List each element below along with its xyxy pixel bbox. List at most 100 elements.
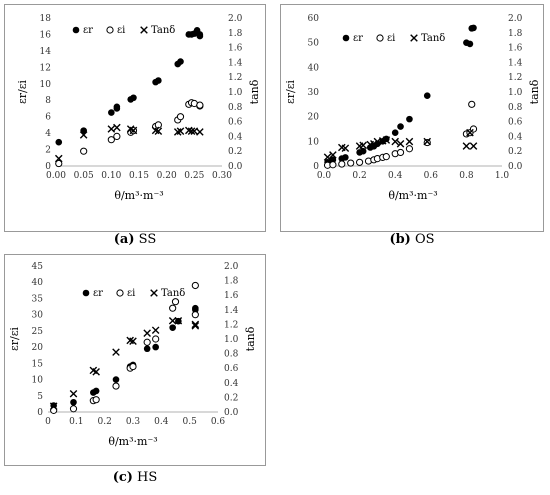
y2-tick-label: 0.0 (224, 408, 239, 418)
tand-point (469, 142, 478, 150)
y-tick-label: 0 (313, 162, 319, 172)
y2-tick-label: 1.2 (224, 320, 238, 330)
tand-point (112, 348, 120, 356)
y2-tick-label: 0.2 (224, 393, 238, 403)
legend-marker (116, 289, 124, 297)
tand-point (92, 368, 100, 376)
y2-axis-title: tanδ (528, 79, 541, 104)
y-tick-label: 10 (308, 137, 320, 147)
ei-point (129, 362, 137, 371)
chart-ss: 0.00 0.05 0.10 0.15 0.20 0.25 0.30 0 2 4 6 8 10 12 14 1… (16, 14, 261, 202)
tand-point (466, 128, 474, 137)
caption-ss: (a) SS (4, 232, 266, 247)
tand-point (323, 153, 332, 161)
y2-tick-label: 0.4 (224, 379, 239, 389)
tand-point (405, 137, 414, 146)
x-tick-label: 0.6 (211, 417, 226, 427)
ei-point (347, 159, 355, 167)
legend-label: Tanδ (151, 25, 175, 36)
y2-tick-label: 0.0 (508, 162, 523, 172)
legend-label: Tanδ (161, 288, 185, 299)
y2-axis-title: tanδ (248, 79, 261, 104)
er-point (108, 109, 115, 116)
y-tick-label: 4 (45, 129, 51, 139)
tand-point (79, 131, 88, 139)
ei-point (50, 406, 58, 414)
tand-point (107, 125, 116, 133)
legend-label: εr (353, 33, 363, 44)
ei-point (107, 136, 115, 144)
panel-frame (4, 254, 266, 466)
y2-axis-title: tanδ (244, 326, 257, 351)
tand-point (129, 337, 137, 345)
x-tick-label: 0.30 (212, 171, 232, 181)
tand-point (151, 326, 160, 335)
x-tick-label: 0.4 (154, 417, 169, 427)
y-tick-label: 40 (32, 278, 44, 288)
er-point (169, 324, 176, 331)
y-tick-label: 35 (32, 294, 44, 304)
tand-point (49, 402, 58, 410)
er-point (470, 24, 477, 32)
x-tick-label: 0.8 (459, 171, 474, 181)
y-tick-label: 6 (45, 113, 51, 123)
ei-point (176, 113, 185, 121)
x-tick-label: 1.0 (495, 171, 510, 181)
y-tick-label: 15 (32, 359, 44, 369)
y-tick-label: 40 (308, 63, 320, 73)
legend-label: Tanδ (421, 33, 445, 44)
x-tick-label: 0.10 (101, 171, 121, 181)
legend-marker (376, 34, 384, 42)
y2-tick-label: 1.0 (228, 88, 243, 98)
y-axis-title: εr/εi (8, 327, 21, 351)
y-tick-label: 8 (45, 96, 51, 106)
legend-marker (72, 26, 80, 34)
ei-point (169, 304, 177, 312)
y2-tick-label: 0.6 (224, 364, 239, 374)
er-point (112, 376, 120, 383)
y2-tick-label: 0.8 (224, 350, 239, 360)
er-point (406, 115, 413, 123)
ei-point (143, 338, 151, 346)
ei-point (396, 148, 405, 157)
ei-point (468, 100, 476, 108)
er-point (55, 138, 63, 146)
y2-tick-label: 0.6 (228, 118, 243, 128)
y2-tick-label: 1.6 (224, 291, 239, 301)
ei-point (196, 101, 204, 109)
er-point (342, 154, 349, 161)
panel-os: 0.0 0.2 0.4 0.6 0.8 1.0 0 10 20 30 40 50 60 0.0 0.2 0.4… (280, 4, 544, 232)
tand-point (129, 126, 138, 135)
tand-point (69, 389, 78, 398)
er-point (152, 343, 159, 351)
x-tick-label: 0.05 (74, 171, 94, 181)
y-tick-label: 10 (40, 80, 52, 90)
y-tick-label: 60 (308, 14, 320, 24)
ei-point (382, 153, 390, 161)
y2-tick-label: 1.2 (508, 73, 522, 83)
x-axis-title: θ/m³·m⁻³ (388, 189, 437, 202)
y2-tick-label: 0.4 (228, 132, 243, 142)
tand-point (391, 137, 399, 146)
y-tick-label: 50 (308, 39, 320, 49)
caption-tag: (a) (113, 232, 135, 247)
ei-point (80, 147, 88, 155)
tand-point (370, 140, 378, 148)
ei-point (55, 159, 63, 168)
y2-tick-label: 0.2 (508, 147, 522, 157)
panel-hs: 0 0.1 0.2 0.3 0.4 0.5 0.6 0 5 10 15 20 25 30 35 40 45 0.0… (4, 254, 266, 466)
y-tick-label: 25 (32, 327, 44, 337)
x-tick-label: 0.4 (388, 171, 403, 181)
x-tick-label: 0.6 (424, 171, 439, 181)
y2-tick-label: 0.4 (508, 132, 523, 142)
er-point (92, 387, 100, 395)
chart-os: 0.0 0.2 0.4 0.6 0.8 1.0 0 10 20 30 40 50 60 0.0 0.2 0.4… (284, 14, 541, 202)
legend-label: εi (387, 33, 395, 44)
caption-name: SS (138, 232, 157, 247)
panel-frame (4, 4, 266, 232)
legend-label: εr (83, 25, 93, 36)
y-tick-label: 12 (40, 63, 51, 73)
er-point (391, 129, 399, 136)
er-point (177, 58, 184, 65)
chart-hs: 0 0.1 0.2 0.3 0.4 0.5 0.6 0 5 10 15 20 25 30 35 40 45 0.0… (8, 262, 257, 448)
